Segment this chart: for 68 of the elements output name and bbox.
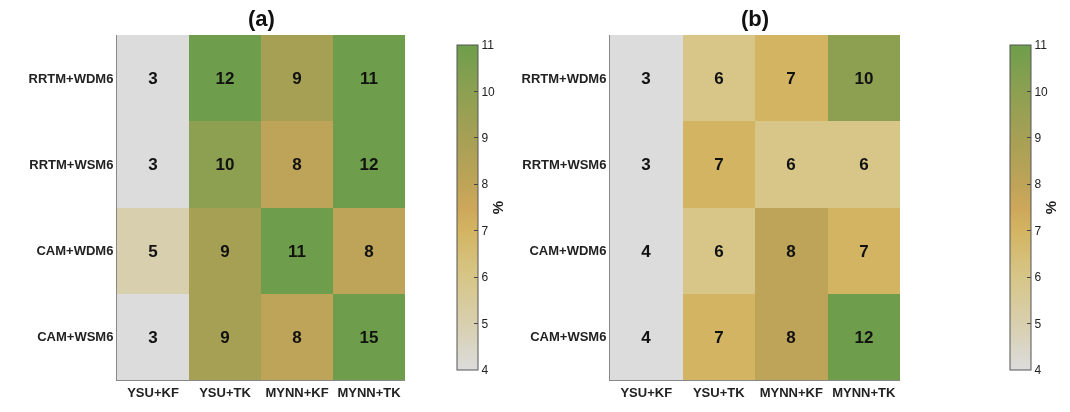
color-bar-label: 9 [481,131,489,146]
data-label: 10 [215,154,235,174]
data-label: 3 [148,327,158,347]
x-tick-label: YSU+KF [127,384,179,400]
y-tick-label: CAM+WDM6 [36,243,114,259]
color-bar-label: 7 [481,223,489,238]
data-label: 6 [714,241,724,261]
data-label: 7 [714,327,724,347]
data-label: 6 [714,68,724,88]
color-bar-label: 9 [1034,131,1042,146]
color-bar-label: 4 [1034,363,1042,378]
data-label: 8 [786,327,796,347]
y-tick-label: CAM+WDM6 [529,243,607,259]
y-tick-label: RRTM+WSM6 [29,156,114,172]
data-label: 8 [364,241,374,261]
data-label: 7 [714,154,724,174]
data-label: 10 [854,68,874,88]
color-bar-title: % [489,200,506,215]
chart-title: (b) [741,6,770,31]
data-label: 8 [786,241,796,261]
data-label: 4 [641,327,652,347]
data-label: 3 [148,68,158,88]
data-label: 3 [641,68,651,88]
x-tick-label: MYNN+KF [265,384,329,400]
x-tick-label: YSU+TK [199,384,252,400]
color-bar-label: 4 [481,363,489,378]
y-tick-label: CAM+WSM6 [530,329,607,345]
data-label: 3 [641,154,651,174]
color-bar-label: 11 [1034,38,1048,53]
data-label: 6 [859,154,869,174]
data-label: 12 [359,154,379,174]
color-bar-label: 10 [1034,84,1049,99]
data-label: 6 [786,154,796,174]
y-tick-label: RRTM+WDM6 [521,70,607,86]
data-label: 5 [148,241,158,261]
color-bar-label: 11 [481,38,495,53]
data-label: 15 [359,327,379,347]
data-label: 8 [292,154,302,174]
data-label: 9 [292,68,302,88]
x-tick-label: YSU+TK [692,384,746,400]
color-bar-label: 10 [481,84,496,99]
color-bar-label: 6 [481,270,489,285]
x-tick-label: MYNN+TK [337,384,402,400]
x-tick-label: MYNN+TK [832,384,896,400]
color-bar-label: 8 [481,177,489,192]
data-label: 9 [220,241,230,261]
data-label: 11 [288,241,306,261]
y-tick-label: CAM+WSM6 [37,329,114,345]
y-tick-label: RRTM+WDM6 [28,70,114,86]
data-label: 9 [220,327,230,347]
data-label: 12 [854,327,874,347]
color-bar-label: 5 [481,316,489,331]
x-tick-label: YSU+KF [620,384,673,400]
data-label: 7 [859,241,869,261]
chart-title: (a) [248,6,275,31]
data-label: 3 [148,154,158,174]
data-label: 11 [360,68,378,88]
color-bar-label: 5 [1034,316,1042,331]
color-bar-label: 8 [1034,177,1042,192]
data-label: 12 [215,68,235,88]
color-bar-label: 7 [1034,223,1042,238]
data-label: 7 [786,68,796,88]
color-bar-title: % [1042,200,1059,215]
data-label: 4 [641,241,652,261]
x-tick-label: MYNN+KF [759,384,823,400]
data-label: 8 [292,327,302,347]
color-bar-label: 6 [1034,270,1042,285]
y-tick-label: RRTM+WSM6 [522,156,607,172]
